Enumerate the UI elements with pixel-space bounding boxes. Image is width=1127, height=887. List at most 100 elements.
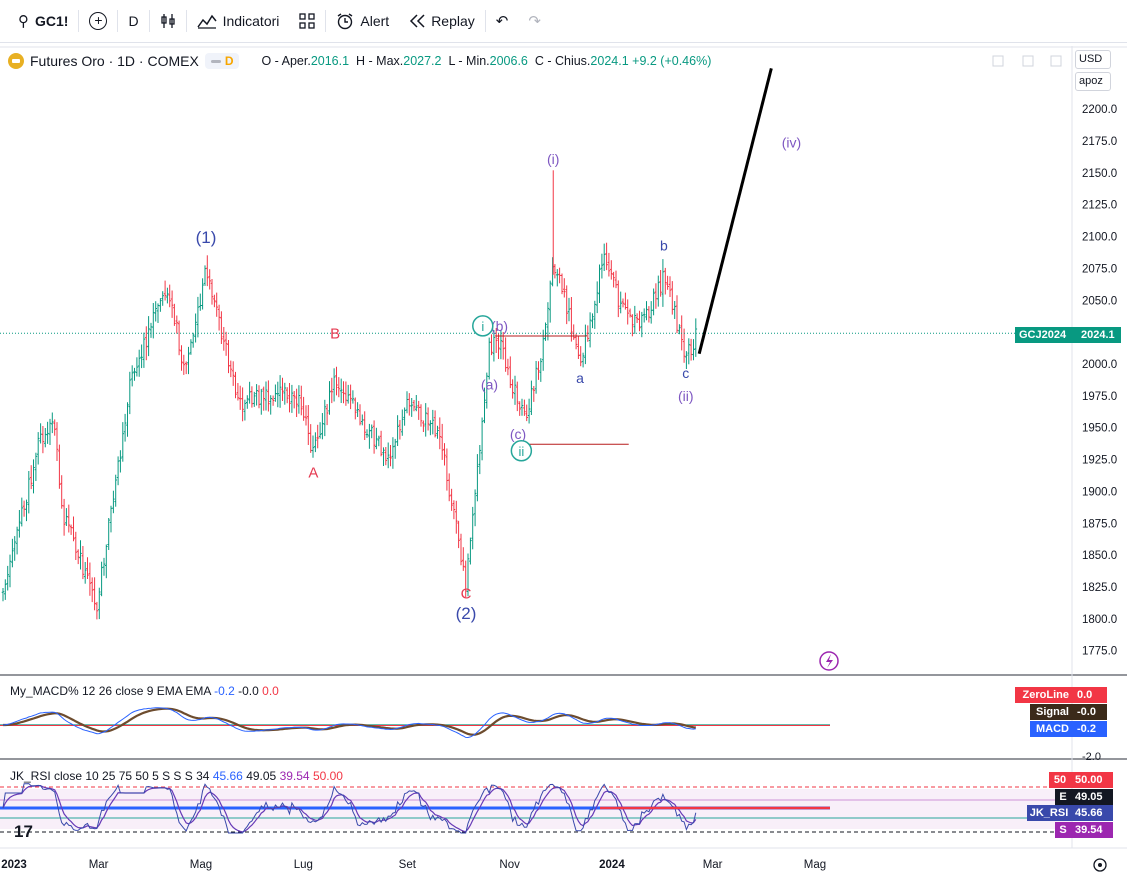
macd-value-tag: -0.2 [1073, 721, 1107, 737]
interval-label: D [128, 13, 139, 29]
high-label: H - Max. [356, 54, 404, 68]
zeroline-value-tag: 0.0 [1073, 687, 1107, 703]
layouts-button[interactable] [289, 0, 325, 43]
price-tick-label: 1775.0 [1082, 646, 1117, 658]
wave-label: (1) [196, 228, 217, 247]
macd-legend: My_MACD% 12 26 close 9 EMA EMA -0.2 -0.0… [10, 684, 279, 698]
candles-layer [1, 170, 698, 620]
rsi-ema-tag: E [1055, 789, 1071, 805]
candles-icon [160, 14, 175, 28]
macd-axis-tick: -2.0 [1082, 751, 1101, 763]
jkrsi-tag-label: JK_RSI [1029, 807, 1069, 819]
macd-legend-title: My_MACD% 12 26 close 9 EMA EMA [10, 684, 211, 698]
alarm-clock-icon [338, 13, 353, 30]
dash-icon [210, 59, 221, 63]
time-tick-label: Mag [804, 859, 826, 871]
top-toolbar: ⚲ GC1! + D Indicatori Alert Replay ↶ ↷ [0, 0, 1127, 43]
time-tick-label: Nov [499, 859, 520, 871]
wave-label: a [576, 370, 584, 386]
compare-button[interactable]: + [79, 0, 117, 43]
signal-tag-label: Signal [1035, 706, 1069, 718]
signal-tag-value: -0.0 [1077, 706, 1096, 718]
last-price-tag: 2024.1 [1077, 327, 1121, 343]
toolbar-divider [185, 10, 187, 32]
rsi-pane [0, 783, 1072, 834]
chart-type-button[interactable] [150, 0, 186, 43]
replay-button[interactable]: Replay [399, 0, 485, 43]
toolbar-divider [78, 10, 80, 32]
interval-badge[interactable]: D [204, 53, 240, 69]
symbol-legend: Futures Oro · 1D · COMEX D O - Aper.2016… [8, 52, 711, 70]
wave-label: (a) [481, 376, 498, 392]
wave-label: (ii) [678, 388, 694, 404]
macd-pane: -2.0 [0, 707, 1101, 763]
search-icon: ⚲ [18, 13, 29, 30]
symbol-tag-label: GCJ2024 [1019, 329, 1067, 341]
interval-button[interactable]: D [118, 0, 148, 43]
price-tick-label: 2100.0 [1082, 232, 1117, 244]
price-tick-label: 1875.0 [1082, 518, 1117, 530]
rsi-ema-value-tag: 49.05 [1071, 789, 1113, 805]
symbol-search[interactable]: ⚲ GC1! [8, 0, 78, 43]
wave-label: A [308, 464, 318, 481]
undo-button[interactable]: ↶ [486, 0, 519, 43]
jkrsi-value-tag: 45.66 [1071, 805, 1113, 821]
price-tick-label: 2050.0 [1082, 295, 1117, 307]
wave-label: (c) [510, 426, 526, 442]
indicators-label: Indicatori [222, 13, 280, 29]
tradingview-logo: 17 [14, 822, 33, 841]
plus-circle-icon: + [89, 12, 108, 30]
projection-line [697, 67, 773, 355]
rsi-s-tag-value: 39.54 [1075, 824, 1103, 836]
indicators-button[interactable]: Indicatori [187, 0, 290, 43]
price-tick-label: 2200.0 [1082, 104, 1117, 116]
price-tick-label: 2000.0 [1082, 359, 1117, 371]
chart-frame [0, 46, 1127, 849]
currency-select[interactable]: USD [1075, 50, 1111, 69]
wave-label: b [660, 238, 668, 254]
time-tick-label: Lug [294, 859, 313, 871]
wave-label: (iv) [782, 134, 801, 150]
rsi50-value-tag: 50.00 [1071, 772, 1113, 788]
time-tick-label: Set [399, 859, 417, 871]
close-label: C - Chius. [534, 54, 591, 68]
rsi-s-value-tag: 39.54 [1071, 822, 1113, 838]
time-tick-label: Mar [89, 859, 109, 871]
rsi50-tag-label: 50 [1053, 774, 1067, 786]
price-tick-label: 1925.0 [1082, 455, 1117, 467]
symbol-price-tag: GCJ2024 [1015, 327, 1077, 343]
wave-label: B [330, 326, 340, 343]
rsi-smooth-line [2, 785, 697, 833]
price-tick-label: 1950.0 [1082, 423, 1117, 435]
zeroline-tag-label: ZeroLine [1022, 689, 1069, 701]
wave-label: c [682, 365, 689, 381]
pane-control-icon [1022, 55, 1034, 67]
toolbar-divider [148, 10, 150, 32]
rsi-s-tag: S [1055, 822, 1071, 838]
settings-icon [1093, 858, 1107, 872]
indicators-icon [196, 14, 217, 29]
signal-legend-value: -0.0 [238, 684, 259, 698]
pane-control-icon [992, 55, 1004, 67]
scale-settings: USD apoz [1075, 50, 1111, 94]
price-tick-label: 1900.0 [1082, 486, 1117, 498]
rsi-signal-legend-value: 39.54 [279, 769, 310, 783]
zeroline-tag: ZeroLine [1015, 687, 1073, 703]
rsi-line [2, 783, 697, 834]
redo-icon: ↷ [528, 13, 541, 30]
rsi-ema-legend-value: 49.05 [246, 769, 277, 783]
grid-icon [299, 13, 316, 29]
open-label: O - Aper. [261, 54, 311, 68]
price-tick-label: 2125.0 [1082, 200, 1117, 212]
rsi-legend: JK_RSI close 10 25 75 50 5 S S S 34 45.6… [10, 769, 343, 783]
legend-title: Futures Oro · 1D · COMEX [30, 53, 199, 69]
wave-label: (b) [491, 318, 508, 334]
scale-mode-select[interactable]: apoz [1075, 72, 1111, 91]
rsi-ema-tag-value: 49.05 [1075, 791, 1103, 803]
rsi50-tag: 50 [1049, 772, 1071, 788]
redo-button[interactable]: ↷ [518, 0, 551, 43]
rsi-legend-title: JK_RSI close 10 25 75 50 5 S S S 34 [10, 769, 210, 783]
alert-button[interactable]: Alert [326, 0, 399, 43]
rsi-mid-legend-value: 50.00 [312, 769, 343, 783]
